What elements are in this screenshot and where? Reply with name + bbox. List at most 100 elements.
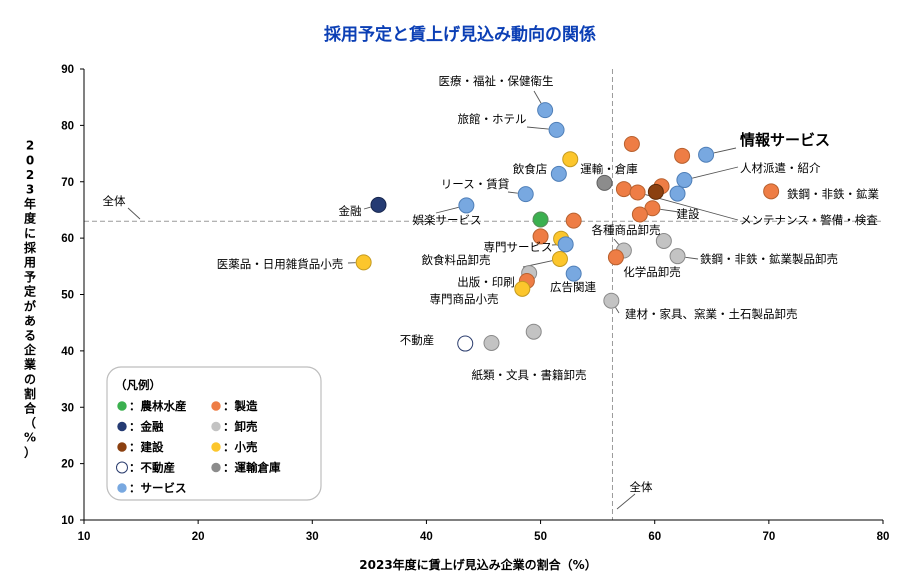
data-label: 建材・家具、窯業・土石製品卸売 (625, 307, 798, 321)
y-axis-label-char: 採 (24, 240, 37, 255)
data-point-unyu (596, 174, 613, 191)
label-leader-line (615, 307, 620, 314)
y-axis-label-char: 2 (26, 139, 34, 153)
y-axis-label-char: 割 (24, 386, 36, 401)
label-leader-line (533, 90, 542, 104)
data-point-seizou (615, 181, 632, 198)
y-tick-label: 80 (61, 120, 74, 132)
data-label: 運輸・倉庫 (580, 162, 638, 176)
data-point-seizou (623, 135, 640, 152)
overall-annotation: 全体 (103, 194, 126, 208)
y-axis-label-char: に (24, 226, 36, 240)
y-axis-label-char: 定 (24, 284, 36, 299)
data-label: 鉄鋼・非鉄・鉱業製品卸売 (700, 252, 838, 266)
data-point-kouri (551, 250, 568, 267)
data-label: 人材派遣・紹介 (740, 161, 821, 175)
data-label: 化学品卸売 (623, 265, 681, 279)
data-point-service (676, 172, 693, 189)
data-points (355, 102, 780, 352)
legend-title: （凡例） (115, 378, 161, 392)
legend-label-oroshi: ：卸売 (223, 420, 258, 434)
data-label: 飲食料品卸売 (422, 253, 491, 267)
x-tick-label: 40 (420, 531, 433, 543)
overall-annotation-leader (127, 207, 141, 220)
legend: （凡例） ：農林水産 ：製造 ：金融 ：卸売 ：建設 ：小売 ：不動産 ：運輸倉庫 ：サービス (106, 366, 322, 501)
chart-title: 採用予定と賃上げ見込み動向の関係 (324, 24, 596, 45)
x-tick-label: 50 (534, 531, 547, 543)
legend-marker-kinyu (117, 421, 127, 432)
data-label: 出版・印刷 (457, 275, 515, 289)
data-point-service (537, 102, 554, 119)
legend-label-seizou: ：製造 (223, 399, 258, 413)
data-point-service (458, 197, 475, 214)
data-label: 専門商品小売 (430, 292, 499, 306)
y-tick-label: 20 (61, 459, 74, 471)
y-axis-label-char: 用 (23, 256, 36, 270)
data-label: 娯楽サービス (413, 213, 482, 227)
data-point-fudousan (457, 335, 474, 352)
label-leaders (347, 90, 739, 314)
x-axis-label: 2023年度に賃上げ見込み企業の割合（%） (359, 557, 596, 572)
data-point-oroshi (483, 334, 500, 351)
data-label: 広告関連 (550, 280, 596, 294)
y-tick-label: 40 (61, 346, 74, 358)
data-point-service (548, 121, 565, 138)
data-point-seizou (674, 147, 691, 164)
data-label: 医薬品・日用雑貨品小売 (217, 257, 344, 271)
data-point-seizou (607, 249, 624, 266)
y-axis-label-char: あ (24, 314, 36, 328)
label-leader-line (613, 238, 620, 245)
x-tick-label: 70 (762, 531, 775, 543)
legend-marker-service (117, 483, 127, 493)
overall-annotation-leader (616, 493, 636, 510)
y-axis-label-char: 0 (26, 153, 34, 167)
legend-label-kinyu: ：金融 (129, 420, 164, 434)
y-tick-label: 10 (61, 515, 74, 527)
y-axis-label-char: 企 (23, 342, 37, 357)
data-point-oroshi (603, 292, 620, 309)
data-point-service (557, 236, 574, 253)
y-tick-label: 60 (61, 233, 74, 245)
legend-marker-fudousan (116, 461, 128, 474)
data-label: メンテナンス・警備・検査 (740, 213, 878, 227)
label-leader-line (363, 206, 371, 210)
legend-label-unyu: ：運輸倉庫 (223, 461, 281, 475)
y-axis-label-char: 2 (26, 168, 34, 182)
y-tick-label: 70 (61, 177, 74, 189)
label-leader-line (692, 166, 739, 179)
y-tick-label: 90 (61, 64, 74, 76)
data-label: 旅館・ホテル (458, 112, 527, 126)
data-point-seizou (644, 200, 661, 217)
data-label: 専門サービス (484, 240, 553, 254)
y-tick-label: 50 (61, 290, 74, 302)
data-label: 建設 (677, 207, 700, 221)
data-label: 飲食店 (513, 162, 548, 176)
legend-marker-seizou (211, 401, 221, 411)
legend-label-fudousan: ：不動産 (129, 461, 175, 475)
label-leader-line (660, 208, 680, 213)
y-axis-label-char: 業 (23, 357, 37, 372)
data-point-kouri (514, 280, 531, 297)
y-axis-label-char: る (24, 329, 36, 343)
data-point-nourin (532, 211, 549, 228)
data-label: 各種商品卸売 (592, 223, 661, 237)
x-tick-label: 80 (877, 531, 890, 543)
data-label: 情報サービス (740, 131, 830, 149)
label-leader-line (526, 126, 549, 130)
data-point-service (698, 146, 715, 163)
data-point-service (550, 165, 567, 182)
y-axis-label-char: （ (24, 415, 36, 430)
data-point-kinyu (370, 196, 387, 213)
data-point-service (565, 265, 582, 282)
x-tick-label: 10 (78, 531, 91, 543)
data-label: 不動産 (400, 333, 435, 347)
legend-box (106, 366, 322, 501)
x-tick-label: 60 (648, 531, 661, 543)
y-axis-label-char: が (24, 298, 36, 313)
legend-label-kensetsu: ：建設 (129, 440, 164, 454)
y-tick-label: 30 (61, 402, 74, 414)
data-point-oroshi (525, 323, 542, 340)
data-point-service (517, 186, 534, 203)
legend-label-nourin: ：農林水産 (129, 399, 187, 413)
legend-label-service: ：サービス (129, 481, 187, 495)
